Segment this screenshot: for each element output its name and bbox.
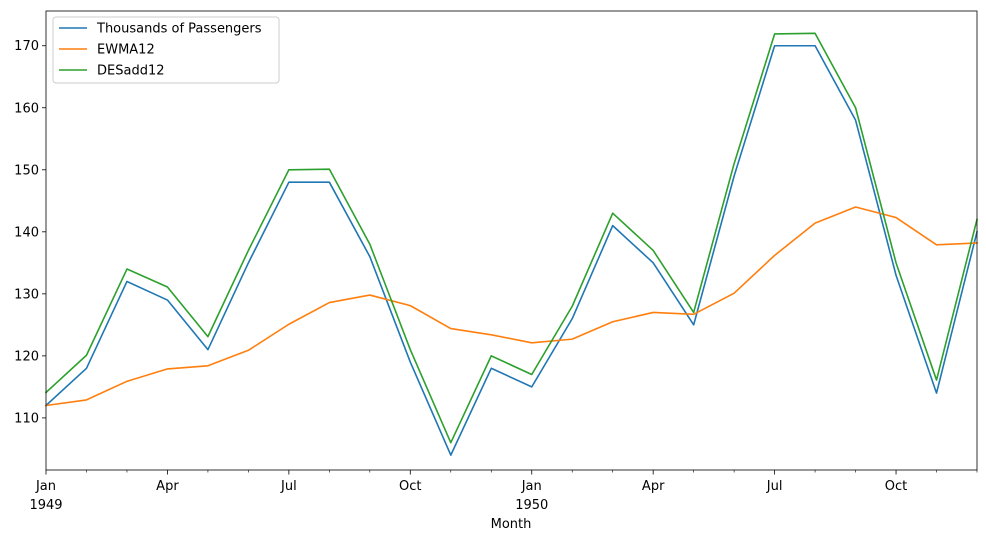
x-tick-label: Jul bbox=[280, 479, 297, 494]
series-line-ewma12 bbox=[45, 206, 978, 407]
x-tick-year-label: 1950 bbox=[515, 498, 548, 513]
x-tick-label: Apr bbox=[642, 479, 665, 494]
series-line-thousands-of-passengers bbox=[44, 44, 978, 456]
plot-frame bbox=[45, 10, 978, 471]
x-tick-label: Jan bbox=[35, 479, 56, 494]
y-tick-label: 130 bbox=[14, 287, 39, 302]
legend-entry-label: EWMA12 bbox=[97, 43, 155, 58]
x-axis-label: Month bbox=[491, 517, 532, 532]
y-tick-label: 140 bbox=[14, 225, 39, 240]
legend-box bbox=[52, 16, 280, 84]
legend: Thousands of Passengers EWMA12 DESadd12 bbox=[52, 16, 280, 84]
x-tick-label: Apr bbox=[156, 479, 179, 494]
x-tick-label: Jul bbox=[766, 479, 783, 494]
y-tick-label: 170 bbox=[14, 39, 39, 54]
y-tick-label: 150 bbox=[14, 163, 39, 178]
x-tick-year-label: 1949 bbox=[29, 498, 62, 513]
x-tick-label: Oct bbox=[399, 479, 421, 494]
x-tick-label: Jan bbox=[521, 479, 542, 494]
plot-background bbox=[46, 11, 977, 470]
y-tick-label: 110 bbox=[14, 411, 39, 426]
y-tick-label: 160 bbox=[14, 101, 39, 116]
y-axis: 110 120 130 140 150 160 170 bbox=[14, 39, 46, 426]
legend-entry-label: DESadd12 bbox=[97, 64, 165, 79]
x-axis: Jan 1949 Apr Jul Oct Jan 1950 Apr Jul Oct bbox=[29, 470, 978, 513]
legend-entry-label: Thousands of Passengers bbox=[96, 22, 262, 37]
series-line-desadd12 bbox=[44, 32, 978, 444]
x-tick-label: Oct bbox=[885, 479, 907, 494]
y-tick-label: 120 bbox=[14, 349, 39, 364]
series-lines bbox=[44, 32, 978, 456]
